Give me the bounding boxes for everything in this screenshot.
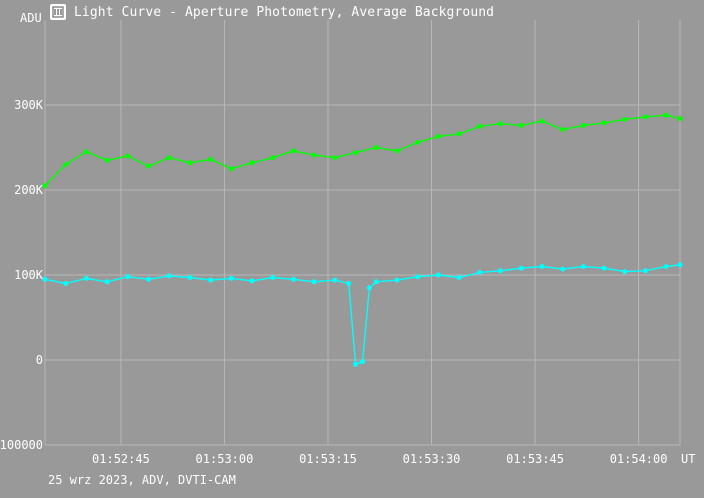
data-point-comparison-30[interactable] <box>601 265 607 271</box>
data-point-comparison-0[interactable] <box>42 276 48 282</box>
light-curve-app-icon[interactable] <box>50 4 66 20</box>
chart-grid <box>44 20 681 446</box>
data-point-comparison-17[interactable] <box>360 359 365 365</box>
data-point-comparison-23[interactable] <box>456 275 462 280</box>
data-point-comparison-4[interactable] <box>125 274 131 280</box>
y-tick-label-300k: 300K <box>14 98 44 112</box>
data-point-target-19[interactable] <box>435 133 441 139</box>
data-point-target-7[interactable] <box>187 160 193 166</box>
data-point-comparison-18[interactable] <box>366 285 372 291</box>
data-point-comparison-8[interactable] <box>208 277 214 283</box>
data-point-comparison-11[interactable] <box>270 275 276 280</box>
data-point-target-18[interactable] <box>415 139 421 145</box>
x-tick-label-01-54-00: 01:54:00 <box>610 452 668 466</box>
data-point-comparison-24[interactable] <box>477 269 483 275</box>
data-point-comparison-33[interactable] <box>663 264 669 269</box>
footer-info: 25 wrz 2023, ADV, DVTI-CAM <box>48 473 236 487</box>
data-point-comparison-21[interactable] <box>415 274 421 280</box>
chart-series-layer <box>42 112 683 367</box>
x-tick-label-01-53-00: 01:53:00 <box>196 452 254 466</box>
data-point-comparison-5[interactable] <box>146 276 151 282</box>
data-point-comparison-3[interactable] <box>104 279 110 285</box>
data-point-target-12[interactable] <box>291 148 296 154</box>
data-point-comparison-10[interactable] <box>249 278 255 284</box>
x-tick-label-01-52-45: 01:52:45 <box>92 452 150 466</box>
data-point-target-27[interactable] <box>601 120 607 126</box>
data-point-target-9[interactable] <box>228 166 234 172</box>
data-point-target-6[interactable] <box>166 155 172 161</box>
data-point-comparison-19[interactable] <box>373 279 379 285</box>
data-point-comparison-2[interactable] <box>83 275 89 281</box>
data-point-comparison-26[interactable] <box>518 265 524 271</box>
data-point-target-5[interactable] <box>146 163 151 169</box>
data-point-comparison-29[interactable] <box>580 264 586 269</box>
data-point-target-26[interactable] <box>580 122 586 128</box>
data-point-target-30[interactable] <box>663 112 669 118</box>
data-point-comparison-13[interactable] <box>311 279 317 285</box>
data-point-target-20[interactable] <box>456 131 462 137</box>
data-point-target-25[interactable] <box>560 127 566 133</box>
data-point-comparison-20[interactable] <box>394 277 400 283</box>
data-point-target-15[interactable] <box>353 150 359 156</box>
data-point-comparison-7[interactable] <box>187 275 193 280</box>
data-point-comparison-31[interactable] <box>622 269 628 275</box>
data-point-target-31[interactable] <box>677 116 683 122</box>
data-point-comparison-9[interactable] <box>228 275 234 281</box>
data-point-target-14[interactable] <box>332 155 338 161</box>
data-point-comparison-34[interactable] <box>677 262 683 268</box>
data-point-target-10[interactable] <box>249 160 255 166</box>
data-point-target-8[interactable] <box>208 156 214 162</box>
x-axis-label: UT <box>681 452 695 466</box>
data-point-target-16[interactable] <box>373 145 379 150</box>
data-point-target-0[interactable] <box>42 183 48 189</box>
series-line-target <box>44 114 681 187</box>
series-line-comparison <box>44 264 681 366</box>
data-point-comparison-16[interactable] <box>353 361 359 367</box>
data-point-comparison-28[interactable] <box>560 266 566 272</box>
y-tick-label-100k: 100K <box>14 268 44 282</box>
chart-axis-labels: 300K 200K 100K 0 100000 01:52:45 01:53:00 01:53… <box>0 11 695 466</box>
data-point-target-4[interactable] <box>125 153 131 159</box>
data-point-target-13[interactable] <box>311 152 317 158</box>
x-tick-label-01-53-30: 01:53:30 <box>403 452 461 466</box>
data-point-target-3[interactable] <box>104 157 110 163</box>
title-bar: Light Curve - Aperture Photometry, Avera… <box>50 3 494 21</box>
data-point-target-29[interactable] <box>643 114 648 120</box>
data-point-comparison-25[interactable] <box>498 268 503 274</box>
data-point-comparison-32[interactable] <box>643 268 648 274</box>
data-point-target-24[interactable] <box>539 118 545 124</box>
data-point-target-21[interactable] <box>477 123 483 129</box>
data-point-target-1[interactable] <box>63 162 69 167</box>
x-tick-label-01-53-15: 01:53:15 <box>299 452 357 466</box>
data-point-target-23[interactable] <box>518 122 524 128</box>
x-tick-label-01-53-45: 01:53:45 <box>506 452 564 466</box>
data-point-comparison-27[interactable] <box>539 264 545 269</box>
data-point-target-22[interactable] <box>498 121 503 127</box>
data-point-comparison-14[interactable] <box>332 277 338 283</box>
data-point-comparison-22[interactable] <box>435 272 441 278</box>
y-tick-label-100000: 100000 <box>0 438 43 452</box>
data-point-target-17[interactable] <box>394 148 400 154</box>
y-axis-label: ADU <box>20 11 42 25</box>
data-point-comparison-1[interactable] <box>63 281 69 286</box>
y-tick-label-0: 0 <box>36 353 43 367</box>
y-tick-label-200k: 200K <box>14 183 44 197</box>
data-point-comparison-15[interactable] <box>346 281 352 286</box>
data-point-comparison-6[interactable] <box>166 273 172 279</box>
data-point-target-2[interactable] <box>83 149 89 155</box>
data-point-target-28[interactable] <box>622 116 628 122</box>
window-title: Light Curve - Aperture Photometry, Avera… <box>74 4 495 20</box>
data-point-target-11[interactable] <box>270 155 276 161</box>
data-point-comparison-12[interactable] <box>291 276 296 282</box>
